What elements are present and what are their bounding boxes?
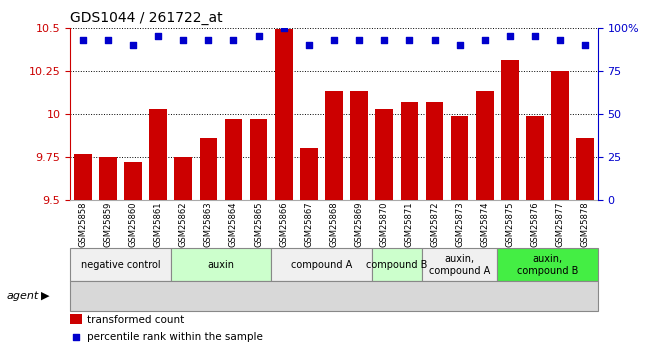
Bar — [174, 157, 192, 200]
Bar — [422, 248, 498, 281]
Point — [178, 37, 188, 42]
Point — [480, 37, 490, 42]
Bar — [501, 60, 518, 200]
Point — [404, 37, 415, 42]
Point — [153, 33, 164, 39]
Bar — [70, 248, 170, 281]
Bar — [498, 248, 598, 281]
Bar — [150, 109, 167, 200]
Point — [379, 37, 389, 42]
Bar — [275, 29, 293, 200]
Point — [354, 37, 365, 42]
Bar — [526, 116, 544, 200]
Bar — [375, 109, 393, 200]
Text: auxin,
compound A: auxin, compound A — [429, 254, 490, 276]
Bar — [99, 157, 117, 200]
Text: ▶: ▶ — [41, 291, 49, 301]
Bar — [224, 119, 242, 200]
Bar — [74, 154, 92, 200]
Bar — [170, 248, 271, 281]
Bar — [124, 162, 142, 200]
Point — [454, 42, 465, 48]
Text: auxin,
compound B: auxin, compound B — [517, 254, 578, 276]
Point — [203, 37, 214, 42]
Point — [329, 37, 339, 42]
Bar — [476, 91, 494, 200]
Point — [504, 33, 515, 39]
Point — [71, 335, 81, 340]
Bar — [250, 119, 267, 200]
Bar — [451, 116, 468, 200]
Text: compound A: compound A — [291, 260, 352, 270]
Bar — [350, 91, 368, 200]
Text: GDS1044 / 261722_at: GDS1044 / 261722_at — [70, 11, 222, 25]
Bar — [371, 248, 422, 281]
Point — [555, 37, 566, 42]
Point — [128, 42, 138, 48]
Text: compound B: compound B — [366, 260, 428, 270]
Text: percentile rank within the sample: percentile rank within the sample — [87, 333, 263, 342]
Point — [279, 25, 289, 30]
Point — [429, 37, 440, 42]
Bar — [300, 148, 318, 200]
Bar — [200, 138, 217, 200]
Bar — [426, 102, 444, 200]
Point — [102, 37, 113, 42]
Bar — [271, 248, 371, 281]
Text: agent: agent — [7, 291, 39, 301]
Bar — [401, 102, 418, 200]
Text: transformed count: transformed count — [87, 315, 184, 325]
Bar — [576, 138, 594, 200]
Bar — [325, 91, 343, 200]
Bar — [70, 314, 81, 324]
Point — [530, 33, 540, 39]
Text: auxin: auxin — [208, 260, 234, 270]
Point — [253, 33, 264, 39]
Bar — [551, 71, 569, 200]
Point — [77, 37, 88, 42]
Point — [580, 42, 591, 48]
Point — [303, 42, 314, 48]
Text: negative control: negative control — [81, 260, 160, 270]
Point — [228, 37, 239, 42]
